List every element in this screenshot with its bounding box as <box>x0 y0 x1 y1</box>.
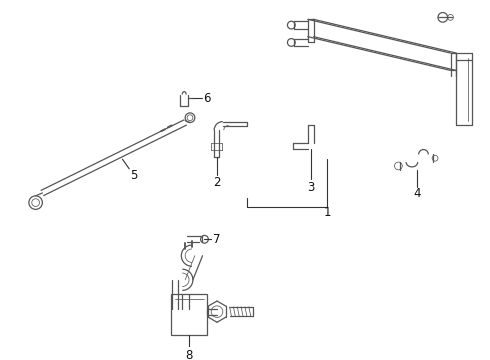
Text: 4: 4 <box>413 188 420 201</box>
Text: 5: 5 <box>130 169 138 182</box>
Text: 6: 6 <box>204 92 211 105</box>
Text: 7: 7 <box>213 233 221 246</box>
Text: 1: 1 <box>323 206 331 219</box>
Text: 2: 2 <box>213 176 221 189</box>
Bar <box>171 294 207 335</box>
Text: 8: 8 <box>185 348 193 360</box>
Text: 3: 3 <box>307 181 314 194</box>
